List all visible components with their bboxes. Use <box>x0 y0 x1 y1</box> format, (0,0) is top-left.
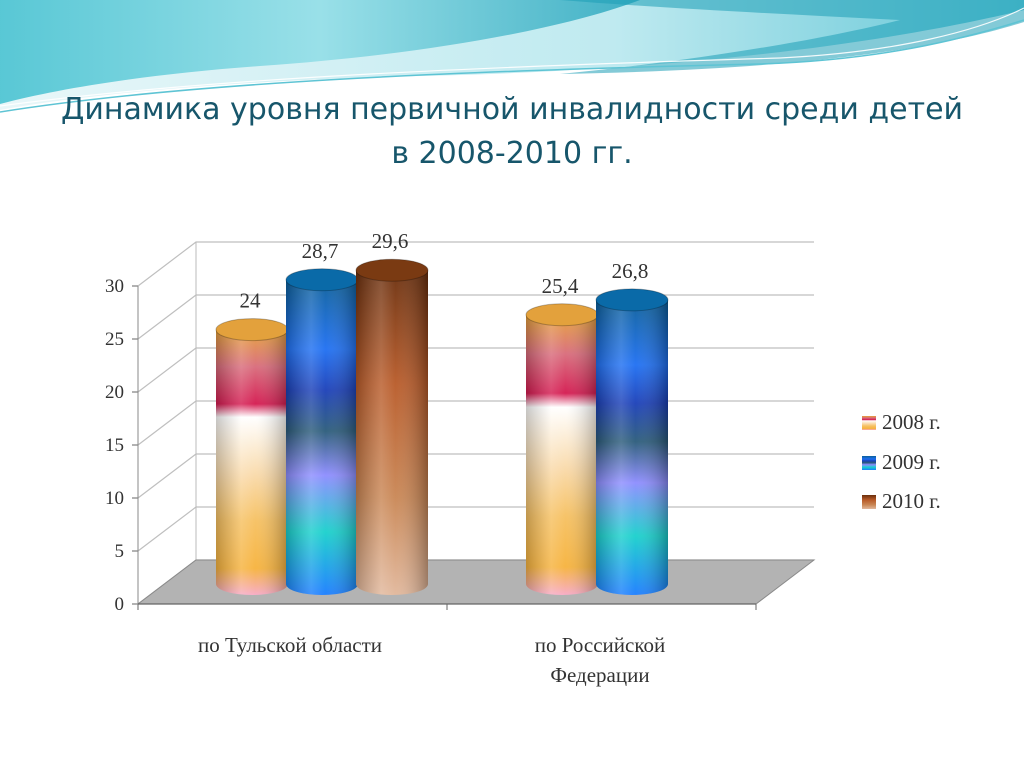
page-title: Динамика уровня первичной инвалидности с… <box>0 88 1024 176</box>
legend-swatch <box>862 456 876 470</box>
legend-swatch <box>862 416 876 430</box>
bar-top <box>355 258 429 282</box>
title-line-2: в 2008-2010 гг. <box>391 136 633 171</box>
x-category-label: по Российской Федерации <box>535 633 665 687</box>
bar-cylinder <box>595 288 669 595</box>
y-tick-label: 25 <box>105 329 124 350</box>
bar-shading <box>216 329 288 595</box>
legend-item: 2008 г. <box>862 410 941 434</box>
chart-labels: 24 28,7 29,6 25,4 26,8 по Тульской области по … <box>198 229 665 687</box>
y-tick-label: 15 <box>105 435 124 456</box>
bar-top <box>285 268 359 292</box>
x-category-label-line: Федерации <box>550 663 649 687</box>
legend-label: 2010 г. <box>882 489 941 513</box>
legend-label: 2008 г. <box>882 410 941 434</box>
y-tick-label: 10 <box>105 488 124 509</box>
legend-swatch <box>862 495 876 509</box>
y-tick-label: 0 <box>115 594 125 615</box>
legend-item: 2009 г. <box>862 450 941 474</box>
legend-label: 2009 г. <box>882 450 941 474</box>
data-label: 26,8 <box>612 259 649 283</box>
chart-axes: 0 5 10 15 20 25 30 <box>105 241 816 615</box>
bar-shading <box>286 279 358 595</box>
bar-top <box>215 318 289 342</box>
bar-top <box>525 303 599 327</box>
bar-shading <box>526 314 598 595</box>
bar-shading <box>596 299 668 595</box>
x-category-label: по Тульской области <box>198 633 382 657</box>
bar-shading <box>356 270 428 595</box>
legend-item: 2010 г. <box>862 489 941 513</box>
y-tick-label: 30 <box>105 276 124 297</box>
y-tick-label: 20 <box>105 382 124 403</box>
y-tick-label: 5 <box>115 541 125 562</box>
data-label: 28,7 <box>302 239 339 263</box>
x-category-label-line: по Российской <box>535 633 665 657</box>
data-label: 24 <box>240 289 262 313</box>
bar-top <box>595 288 669 312</box>
bar-cylinder <box>355 258 429 595</box>
title-line-1: Динамика уровня первичной инвалидности с… <box>60 92 964 127</box>
bar-cylinder <box>525 303 599 595</box>
bar-cylinder <box>215 318 289 595</box>
chart-bars <box>215 258 669 595</box>
data-label: 29,6 <box>372 229 409 253</box>
bar-cylinder <box>285 268 359 595</box>
data-label: 25,4 <box>542 274 579 298</box>
chart-legend: 2008 г. 2009 г. 2010 г. <box>862 410 941 513</box>
